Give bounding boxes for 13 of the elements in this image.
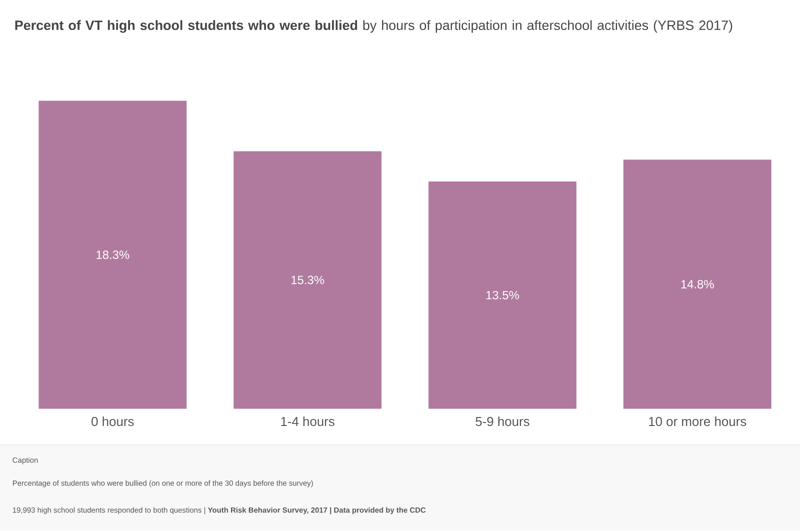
x-tick-label: 0 hours [92, 416, 134, 426]
x-tick-label: 10 or more hours [649, 416, 746, 426]
data-label: 18.3% [96, 250, 130, 260]
x-tick-label: 1-4 hours [281, 416, 334, 426]
bar [234, 151, 382, 409]
x-tick-label: 5-9 hours [476, 416, 530, 426]
bar [38, 100, 187, 409]
data-label: 15.3% [292, 276, 324, 284]
bar [623, 160, 772, 409]
data-label: 13.5% [486, 291, 519, 300]
chart-title: Percent of VT high school students who were bullied by hours of participation in afterschool activities (YRBS 2017) [15, 20, 732, 33]
bar [428, 182, 576, 409]
data-label: 14.8% [681, 280, 714, 289]
